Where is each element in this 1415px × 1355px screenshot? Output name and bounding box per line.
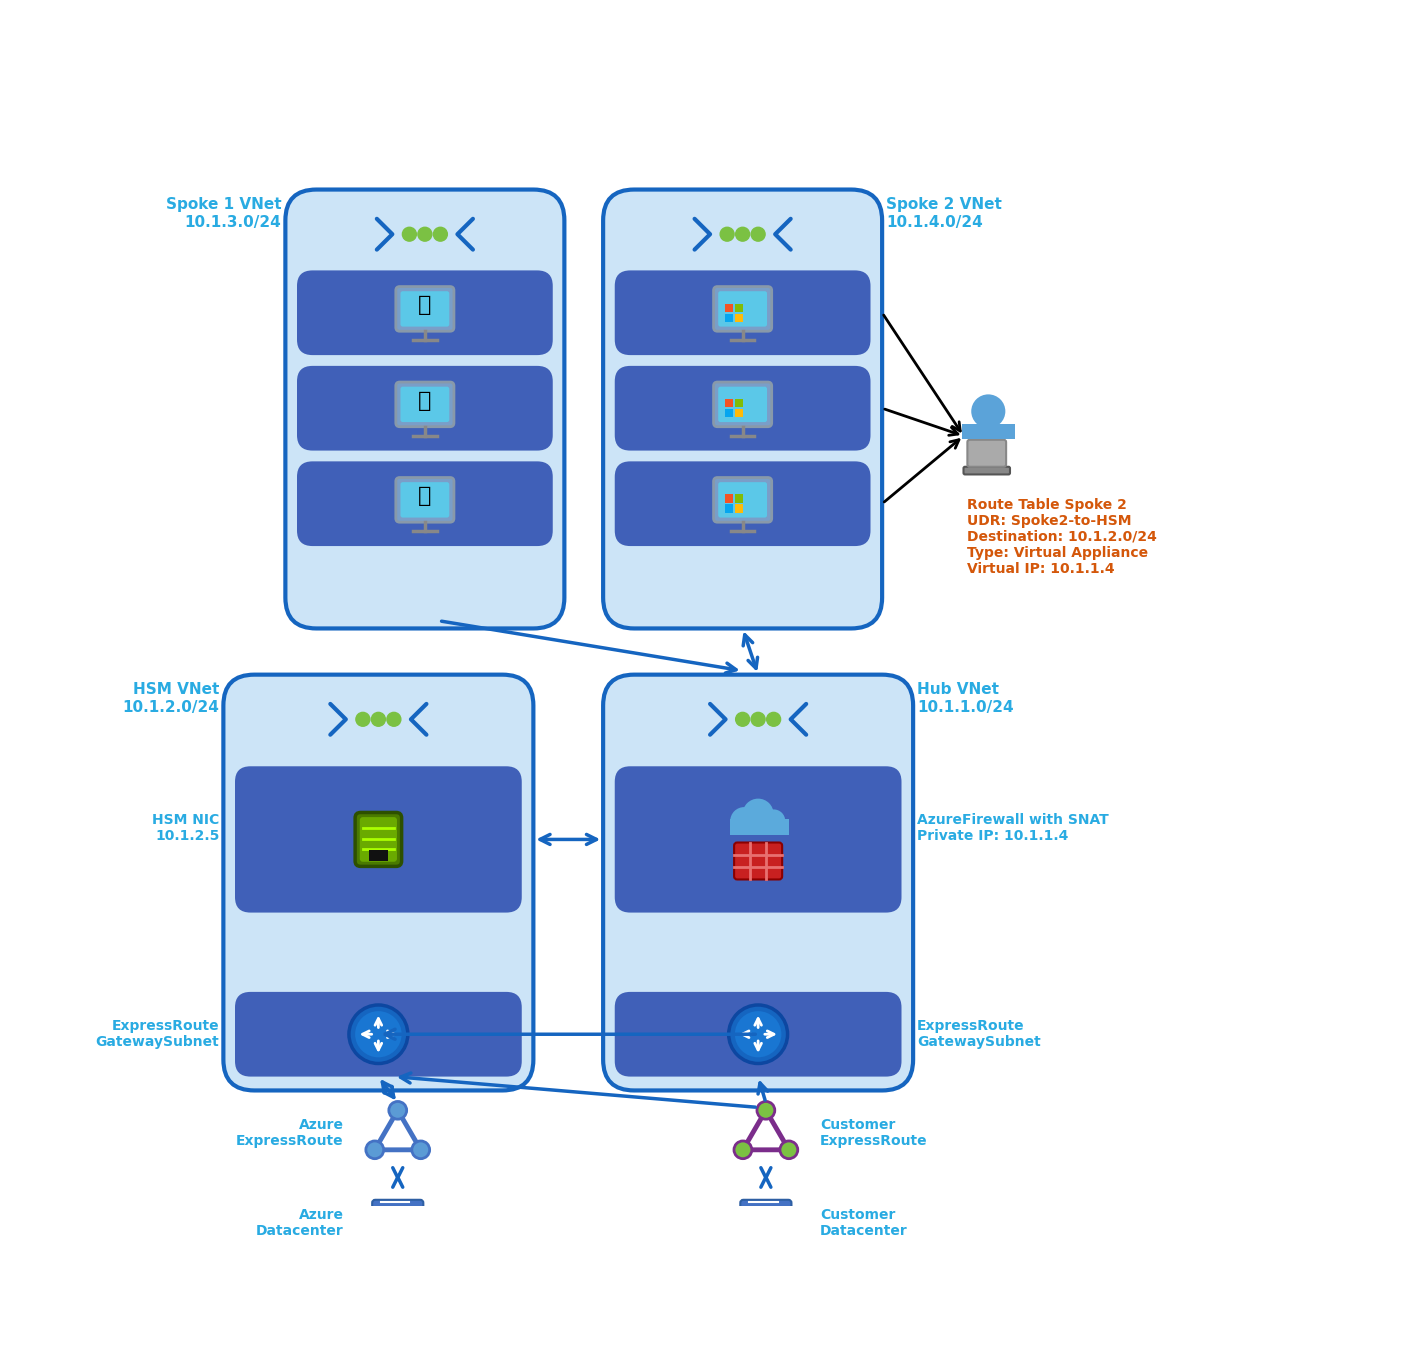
Circle shape <box>971 394 1005 428</box>
Text: ExpressRoute
GatewaySubnet: ExpressRoute GatewaySubnet <box>96 1019 219 1049</box>
FancyBboxPatch shape <box>372 1220 423 1236</box>
FancyBboxPatch shape <box>740 1220 791 1236</box>
Bar <box>734 409 743 417</box>
Text: Customer
Datacenter: Customer Datacenter <box>821 1207 908 1238</box>
Circle shape <box>389 1102 406 1119</box>
Bar <box>724 504 733 514</box>
Bar <box>730 820 790 835</box>
Circle shape <box>355 1011 402 1057</box>
FancyBboxPatch shape <box>372 1199 423 1217</box>
Text: HSM VNet
10.1.2.0/24: HSM VNet 10.1.2.0/24 <box>123 683 219 714</box>
FancyBboxPatch shape <box>359 817 398 862</box>
Bar <box>369 850 388 860</box>
FancyBboxPatch shape <box>614 992 901 1077</box>
Circle shape <box>763 809 785 832</box>
Circle shape <box>350 1005 408 1064</box>
Bar <box>734 313 743 322</box>
Ellipse shape <box>362 1252 433 1274</box>
Circle shape <box>386 713 400 726</box>
Circle shape <box>729 1005 788 1064</box>
FancyBboxPatch shape <box>400 291 450 327</box>
FancyBboxPatch shape <box>734 843 782 879</box>
FancyBboxPatch shape <box>355 813 402 866</box>
Circle shape <box>402 228 416 241</box>
FancyBboxPatch shape <box>719 291 767 327</box>
FancyBboxPatch shape <box>235 992 522 1077</box>
Bar <box>724 398 733 408</box>
Bar <box>724 313 733 322</box>
FancyBboxPatch shape <box>614 271 870 355</box>
FancyBboxPatch shape <box>400 386 450 423</box>
FancyBboxPatch shape <box>614 366 870 451</box>
Circle shape <box>780 1141 798 1159</box>
Circle shape <box>417 228 432 241</box>
FancyBboxPatch shape <box>964 466 1010 474</box>
FancyBboxPatch shape <box>235 767 522 912</box>
Bar <box>734 504 743 514</box>
FancyBboxPatch shape <box>719 482 767 518</box>
FancyBboxPatch shape <box>400 482 450 518</box>
Polygon shape <box>962 424 1015 439</box>
Ellipse shape <box>732 1252 801 1274</box>
Text: ExpressRoute
GatewaySubnet: ExpressRoute GatewaySubnet <box>917 1019 1041 1049</box>
Circle shape <box>371 713 385 726</box>
Circle shape <box>433 228 447 241</box>
Text: 🐧: 🐧 <box>419 390 432 411</box>
Circle shape <box>743 798 774 829</box>
Circle shape <box>734 1141 751 1159</box>
Circle shape <box>757 1102 775 1119</box>
FancyBboxPatch shape <box>740 1238 791 1255</box>
Circle shape <box>412 1141 430 1159</box>
FancyBboxPatch shape <box>719 386 767 423</box>
FancyBboxPatch shape <box>713 477 771 522</box>
Text: Spoke 1 VNet
10.1.3.0/24: Spoke 1 VNet 10.1.3.0/24 <box>166 198 282 229</box>
Text: AzureFirewall with SNAT
Private IP: 10.1.1.4: AzureFirewall with SNAT Private IP: 10.1… <box>917 813 1109 843</box>
FancyBboxPatch shape <box>297 461 553 546</box>
Bar <box>734 304 743 312</box>
Circle shape <box>751 713 766 726</box>
FancyBboxPatch shape <box>224 675 533 1091</box>
Text: Azure
ExpressRoute: Azure ExpressRoute <box>236 1118 344 1148</box>
FancyBboxPatch shape <box>396 477 454 522</box>
FancyBboxPatch shape <box>968 440 1006 466</box>
FancyBboxPatch shape <box>372 1238 423 1255</box>
FancyBboxPatch shape <box>297 271 553 355</box>
Bar <box>724 304 733 312</box>
FancyBboxPatch shape <box>713 382 771 427</box>
FancyBboxPatch shape <box>396 382 454 427</box>
Text: Azure
Datacenter: Azure Datacenter <box>256 1207 344 1238</box>
FancyBboxPatch shape <box>603 190 882 629</box>
Circle shape <box>736 713 750 726</box>
Circle shape <box>366 1141 383 1159</box>
FancyBboxPatch shape <box>297 366 553 451</box>
Text: Customer
ExpressRoute: Customer ExpressRoute <box>821 1118 928 1148</box>
FancyBboxPatch shape <box>614 767 901 912</box>
Bar <box>724 409 733 417</box>
Circle shape <box>734 1011 781 1057</box>
Bar <box>724 495 733 503</box>
FancyBboxPatch shape <box>614 461 870 546</box>
FancyBboxPatch shape <box>713 286 771 331</box>
Bar <box>734 398 743 408</box>
Text: 🐧: 🐧 <box>419 486 432 505</box>
Circle shape <box>720 228 734 241</box>
Bar <box>734 495 743 503</box>
Circle shape <box>767 713 781 726</box>
Circle shape <box>357 713 369 726</box>
Text: HSM NIC
10.1.2.5: HSM NIC 10.1.2.5 <box>153 813 219 843</box>
Circle shape <box>736 228 750 241</box>
Text: Hub VNet
10.1.1.0/24: Hub VNet 10.1.1.0/24 <box>917 683 1013 714</box>
FancyBboxPatch shape <box>740 1199 791 1217</box>
FancyBboxPatch shape <box>286 190 565 629</box>
FancyBboxPatch shape <box>603 675 913 1091</box>
Text: 🐧: 🐧 <box>419 295 432 316</box>
FancyBboxPatch shape <box>396 286 454 331</box>
Text: Route Table Spoke 2
UDR: Spoke2-to-HSM
Destination: 10.1.2.0/24
Type: Virtual Ap: Route Table Spoke 2 UDR: Spoke2-to-HSM D… <box>968 497 1157 576</box>
Circle shape <box>751 228 766 241</box>
Circle shape <box>730 808 758 835</box>
Text: Spoke 2 VNet
10.1.4.0/24: Spoke 2 VNet 10.1.4.0/24 <box>886 198 1002 229</box>
